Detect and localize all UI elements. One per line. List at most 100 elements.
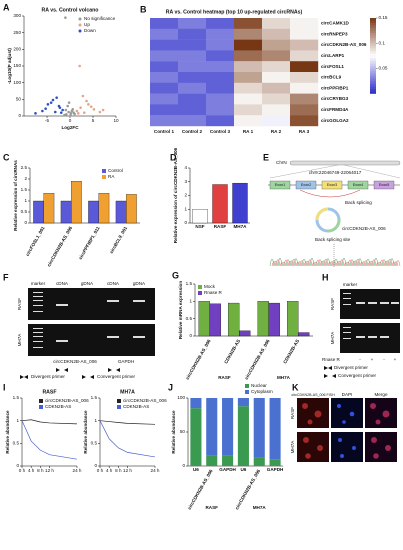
y-tick-label: 100 bbox=[13, 80, 21, 85]
colorbar-step bbox=[370, 83, 376, 87]
point bbox=[67, 110, 70, 114]
y-tick-label: 1 bbox=[94, 418, 97, 423]
point bbox=[64, 16, 67, 19]
panel-label: K bbox=[292, 382, 299, 392]
heat-cell bbox=[150, 39, 179, 51]
point bbox=[51, 98, 55, 102]
heat-cell bbox=[178, 115, 207, 127]
legend-swatch bbox=[245, 384, 249, 388]
dapi-image bbox=[331, 398, 363, 428]
y-tick-label: 0 bbox=[18, 113, 21, 118]
y-axis-label: Relative expression of circCDKN2B-AS_006 bbox=[173, 147, 178, 243]
point bbox=[58, 106, 62, 109]
dapi-image bbox=[331, 432, 363, 462]
heat-cell bbox=[150, 104, 179, 116]
heat-cell bbox=[262, 104, 291, 116]
heat-cell bbox=[150, 93, 179, 105]
row-label: circLARP1 bbox=[321, 53, 345, 58]
row-label: circRNPEP3 bbox=[321, 31, 348, 36]
point bbox=[82, 111, 86, 114]
heat-cell bbox=[178, 61, 207, 73]
y-tick-label: 1 bbox=[24, 198, 27, 203]
y-tick-label: 1.5 bbox=[13, 395, 20, 400]
line bbox=[21, 419, 78, 425]
colorbar-step bbox=[370, 91, 376, 94]
primer-icon bbox=[20, 375, 28, 379]
merge-image bbox=[365, 432, 397, 462]
bar-segment bbox=[190, 408, 202, 466]
point bbox=[46, 103, 50, 106]
point bbox=[78, 64, 81, 68]
point bbox=[101, 108, 105, 112]
y-tick-label: 1.5 bbox=[91, 395, 98, 400]
colorbar-step bbox=[370, 68, 376, 72]
row-label: circBCL9 bbox=[321, 75, 342, 80]
line bbox=[21, 420, 78, 460]
bar-segment bbox=[190, 398, 202, 409]
colorbar-step bbox=[370, 40, 376, 44]
colorbar-step bbox=[370, 18, 376, 21]
panel-f: F marker cDNA gDNA cDNA gDNA RASF MH7A c… bbox=[3, 272, 155, 379]
colorbar-step bbox=[370, 38, 376, 41]
x-tick-label: 0 h bbox=[19, 468, 26, 473]
legend-label: CDKN2B-AS bbox=[123, 404, 149, 409]
colorbar-step bbox=[370, 25, 376, 29]
exon bbox=[269, 180, 291, 190]
colorbar-label: 0.05 bbox=[379, 66, 388, 71]
bar bbox=[60, 200, 72, 224]
legend-swatch bbox=[39, 405, 43, 409]
legend-swatch bbox=[198, 285, 202, 289]
lane-label: marker bbox=[31, 281, 46, 286]
line bbox=[99, 420, 156, 458]
point bbox=[69, 112, 73, 115]
sign: - bbox=[359, 357, 361, 362]
colorbar-step bbox=[370, 73, 376, 77]
y-tick-label: 0 bbox=[16, 463, 19, 468]
legend-swatch bbox=[117, 399, 121, 403]
colorbar-step bbox=[370, 50, 376, 54]
exon bbox=[373, 180, 395, 190]
heat-cell bbox=[150, 50, 179, 62]
colorbar-label: 0.15 bbox=[379, 15, 388, 20]
primer-label: Convergent primer bbox=[338, 373, 377, 378]
row-label: MH7A bbox=[330, 331, 335, 345]
legend-swatch bbox=[198, 291, 202, 295]
heat-cell bbox=[178, 82, 207, 94]
heat-cell bbox=[262, 18, 291, 29]
x-tick-label: MH7A bbox=[233, 224, 247, 229]
legend-label: RA bbox=[108, 174, 115, 179]
heat-cell bbox=[262, 50, 291, 62]
y-tick-label: 0.5 bbox=[91, 441, 98, 446]
point bbox=[89, 105, 93, 108]
heat-cell bbox=[290, 50, 319, 62]
bar-segment bbox=[237, 398, 249, 407]
bar bbox=[71, 181, 82, 224]
row-label: RASF bbox=[290, 407, 295, 419]
lane-label: cDNA bbox=[56, 281, 69, 286]
heat-cell bbox=[150, 115, 179, 127]
bar bbox=[98, 193, 110, 224]
heat-cell bbox=[290, 72, 319, 83]
heat-cell bbox=[234, 93, 263, 105]
x-tick-label: 5 bbox=[92, 118, 95, 123]
y-axis-label: Relative abundance bbox=[171, 410, 176, 454]
column-label: Merge bbox=[374, 392, 387, 397]
heat-cell bbox=[206, 50, 235, 62]
colorbar-step bbox=[370, 86, 376, 89]
gel-image bbox=[28, 288, 155, 320]
legend-label: Cytoplasm bbox=[251, 389, 273, 394]
bar bbox=[287, 301, 299, 337]
exon bbox=[295, 180, 317, 190]
y-tick-label: 0.5 bbox=[13, 441, 20, 446]
colorbar-step bbox=[370, 48, 376, 51]
y-axis-label: Relative expression of circRNAs bbox=[13, 160, 18, 231]
exon bbox=[321, 180, 343, 190]
line bbox=[99, 420, 156, 425]
bar bbox=[232, 182, 248, 224]
heat-cell bbox=[234, 104, 263, 116]
point bbox=[44, 107, 47, 110]
heat-cell bbox=[234, 82, 263, 94]
point bbox=[98, 110, 102, 114]
y-tick-label: 1.5 bbox=[21, 187, 28, 192]
